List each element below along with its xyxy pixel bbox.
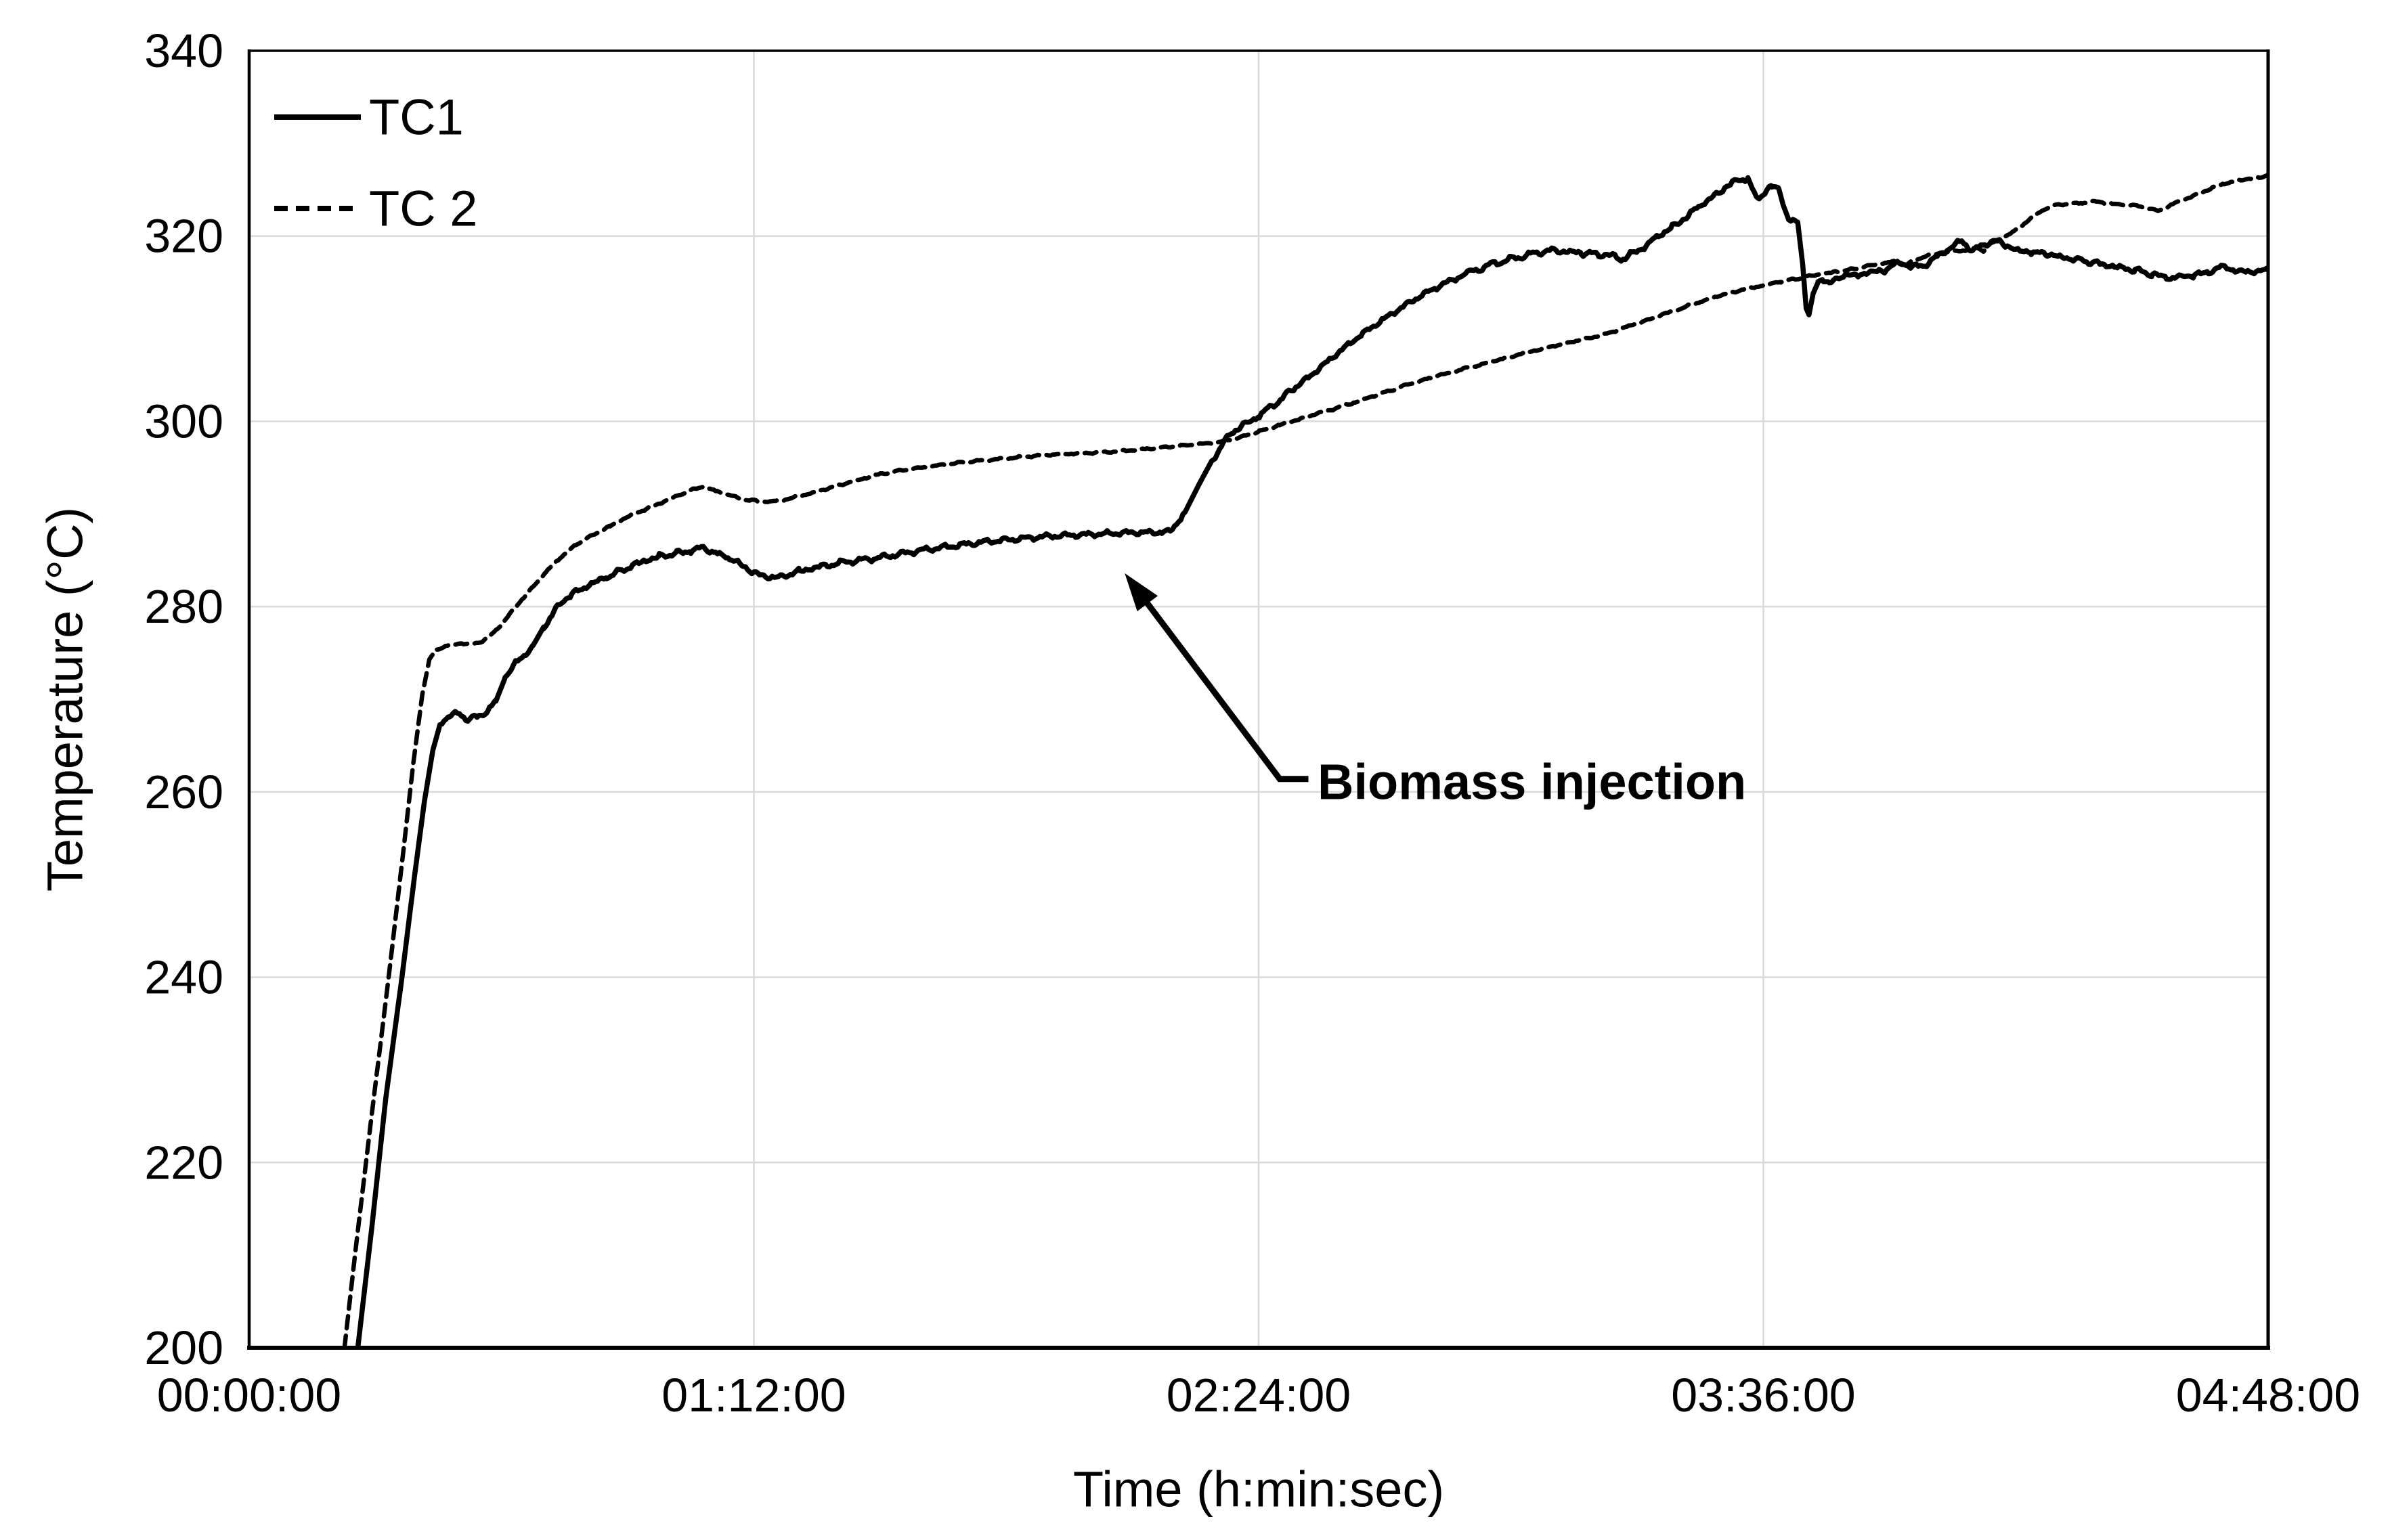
series-path tc2-curve bbox=[342, 171, 2268, 1348]
x-tick-label: 00:00:00 bbox=[157, 1369, 341, 1422]
vertical-gridlines bbox=[753, 51, 1764, 1348]
y-tick-label: 320 bbox=[144, 210, 223, 263]
annotation-arrow-line bbox=[1142, 597, 1309, 783]
x-tick-label: 02:24:00 bbox=[1167, 1369, 1351, 1422]
y-tick-label: 220 bbox=[144, 1136, 223, 1189]
y-tick-label: 280 bbox=[144, 580, 223, 633]
x-tick-labels: 00:00:00 01:12:00 02:24:00 03:36:00 04:4… bbox=[157, 1369, 2360, 1422]
y-tick-labels: 200 220 240 260 280 300 320 340 bbox=[144, 24, 223, 1374]
y-tick-label: 200 bbox=[144, 1321, 223, 1374]
y-axis-title: Temperature (°C) bbox=[37, 507, 93, 892]
annotation-label: Biomass injection bbox=[1318, 754, 1746, 810]
annotation-arrowhead bbox=[1125, 573, 1158, 611]
y-tick-label: 260 bbox=[144, 766, 223, 818]
curves bbox=[342, 171, 2268, 1348]
legend-label-tc2: TC 2 bbox=[369, 181, 477, 237]
x-tick-label: 04:48:00 bbox=[2176, 1369, 2360, 1422]
x-tick-label: 03:36:00 bbox=[1671, 1369, 1855, 1422]
y-tick-label: 300 bbox=[144, 395, 223, 447]
y-tick-label: 340 bbox=[144, 24, 223, 77]
x-axis-title: Time (h:min:sec) bbox=[1073, 1461, 1444, 1518]
series-path tc1-curve bbox=[355, 175, 2268, 1348]
x-tick-label: 01:12:00 bbox=[661, 1369, 846, 1422]
legend: TC1 TC 2 bbox=[274, 89, 477, 237]
legend-label-tc1: TC1 bbox=[369, 89, 464, 146]
y-tick-label: 240 bbox=[144, 951, 223, 1004]
